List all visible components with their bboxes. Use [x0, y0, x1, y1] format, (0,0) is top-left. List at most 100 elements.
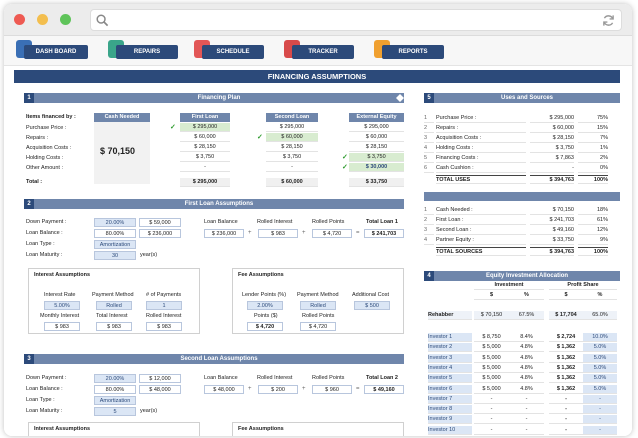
nav-schedule-button[interactable]: SCHEDULE — [202, 45, 264, 59]
refresh-icon[interactable] — [602, 14, 615, 27]
check-icon[interactable]: ✓ — [342, 154, 348, 161]
down-payment-amount: $ 12,000 — [139, 374, 181, 383]
interest-assumptions-title: Interest Assumptions — [34, 426, 91, 432]
external-equity-cell[interactable]: $ 28,150 — [349, 143, 404, 152]
investor-label[interactable]: Investor 1 — [428, 333, 472, 342]
investor-profit-pct: 5.0% — [583, 363, 617, 373]
use-label: Cash Cushion : — [436, 164, 526, 173]
nav-tracker-button[interactable]: TRACKER — [292, 45, 354, 59]
search-input[interactable] — [90, 9, 622, 31]
first-loan-cell[interactable]: $ 28,150 — [180, 143, 230, 152]
check-icon[interactable]: ✓ — [342, 164, 348, 171]
nav-repairs-button[interactable]: REPAIRS — [116, 45, 178, 59]
sub-header: $ — [549, 291, 583, 300]
fee-header: Payment Method — [297, 292, 339, 298]
investor-label[interactable]: Investor 9 — [428, 415, 472, 425]
uses-sources-header: Uses and Sources — [434, 93, 620, 103]
source-value: $ 49,160 — [530, 226, 574, 235]
investor-label[interactable]: Investor 3 — [428, 353, 472, 363]
investor-label[interactable]: Investor 2 — [428, 343, 472, 353]
external-equity-cell[interactable]: $ 3,750 — [349, 153, 404, 162]
payments-count-input[interactable]: 1 — [146, 301, 182, 310]
fee-header: Rolled Points — [302, 313, 335, 319]
loan-maturity-input[interactable]: 30 — [94, 251, 136, 260]
row-number: 2 — [424, 216, 434, 225]
loan-balance-value: $ 236,000 — [204, 229, 244, 238]
loan-balance-value: $ 48,000 — [204, 385, 244, 394]
investor-profit-pct: 5.0% — [583, 374, 617, 384]
investor-profit-pct: 5.0% — [583, 343, 617, 353]
first-loan-header: First Loan Assumptions — [34, 199, 404, 209]
investor-investment: $ 5,000 — [474, 354, 509, 363]
investor-label[interactable]: Investor 10 — [428, 425, 472, 435]
investor-investment: $ 5,000 — [474, 374, 509, 384]
down-payment-pct-input[interactable]: 20.00% — [94, 374, 136, 383]
investor-investment: $ 5,000 — [474, 343, 509, 353]
use-value: $ 7,863 — [530, 154, 574, 163]
interest-assumptions-title: Interest Assumptions — [34, 272, 91, 278]
fee-payment-method-select[interactable]: Rolled — [300, 301, 336, 310]
fee-assumptions-title: Fee Assumptions — [238, 426, 284, 432]
investor-label[interactable]: Investor 4 — [428, 363, 472, 373]
investor-label[interactable]: Investor 5 — [428, 374, 472, 384]
monthly-interest-value: $ 983 — [44, 322, 80, 331]
total-uses-label: TOTAL USES — [436, 175, 526, 184]
loan-balance-pct: 80.00% — [94, 229, 136, 238]
loan-maturity-input[interactable]: 5 — [94, 407, 136, 416]
close-window-button[interactable] — [14, 14, 25, 25]
down-payment-pct-input[interactable]: 20.00% — [94, 218, 136, 227]
investor-label[interactable]: Investor 6 — [428, 384, 472, 394]
section-5-number: 5 — [424, 93, 434, 103]
source-label: First Loan : — [436, 216, 526, 225]
loan-type-select[interactable]: Amortization — [94, 240, 136, 249]
check-icon[interactable]: ✓ — [170, 124, 176, 131]
second-loan-cell[interactable]: $ 60,000 — [266, 133, 318, 142]
nav-bar: DASH BOARD REPAIRS SCHEDULE TRACKER REPO… — [4, 36, 632, 66]
external-equity-cell[interactable]: $ 60,000 — [349, 133, 404, 142]
investor-investment-pct: 4.8% — [509, 343, 544, 353]
investor-label[interactable]: Investor 7 — [428, 394, 472, 404]
rehabber-label: Rehabber — [428, 311, 472, 320]
row-number: 6 — [424, 164, 434, 173]
fee-assumptions-box — [232, 422, 404, 436]
loan-balance-amount: $ 236,000 — [139, 229, 181, 238]
second-loan-cell[interactable]: $ 28,150 — [266, 143, 318, 152]
interest-rate-input[interactable]: 5.00% — [44, 301, 80, 310]
investor-profit: $ 1,362 — [549, 354, 583, 363]
use-pct: 7% — [578, 134, 608, 143]
total-interest-value: $ 983 — [96, 322, 132, 331]
investor-investment-pct: 4.8% — [509, 354, 544, 363]
loan-balance-label: Loan Balance : — [26, 386, 63, 392]
rolled-interest-value: $ 983 — [146, 322, 182, 331]
nav-dashboard-button[interactable]: DASH BOARD — [24, 45, 88, 59]
lender-points-input[interactable]: 2.00% — [247, 301, 283, 310]
sources-divider — [424, 192, 620, 201]
maximize-window-button[interactable] — [60, 14, 71, 25]
additional-cost-input[interactable]: $ 500 — [354, 301, 390, 310]
first-loan-cell[interactable]: $ 60,000 — [180, 133, 230, 142]
first-loan-cell[interactable]: $ 295,000 — [180, 123, 230, 132]
investor-investment: - — [474, 415, 509, 425]
nav-reports-button[interactable]: REPORTS — [382, 45, 444, 59]
payment-method-select[interactable]: Rolled — [96, 301, 132, 310]
minimize-window-button[interactable] — [37, 14, 48, 25]
investor-investment: - — [474, 395, 509, 404]
fee-header: Lender Points (%) — [242, 292, 287, 298]
second-loan-cell[interactable]: $ 3,750 — [266, 153, 318, 162]
first-loan-cell[interactable]: $ 3,750 — [180, 153, 230, 162]
investor-investment: - — [474, 426, 509, 435]
check-icon[interactable]: ✓ — [257, 134, 263, 141]
second-loan-cell[interactable]: $ 295,000 — [266, 123, 318, 132]
first-loan-cell[interactable]: - — [180, 163, 230, 172]
second-loan-cell[interactable]: - — [266, 163, 318, 172]
source-pct: 18% — [578, 206, 608, 215]
row-number: 4 — [424, 144, 434, 153]
external-equity-cell[interactable]: $ 30,000 — [349, 163, 404, 172]
loan-type-select[interactable]: Amortization — [94, 396, 136, 405]
expand-icon[interactable] — [396, 94, 404, 102]
sum-header: Total Loan 2 — [366, 375, 398, 381]
use-pct: 75% — [578, 114, 608, 123]
investor-label[interactable]: Investor 8 — [428, 405, 472, 415]
external-equity-cell[interactable]: $ 295,000 — [349, 123, 404, 132]
use-pct: 1% — [578, 144, 608, 153]
